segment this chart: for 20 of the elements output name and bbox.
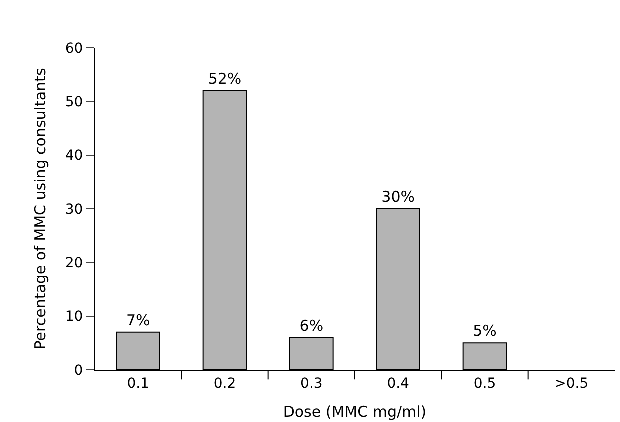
y-axis-title: Percentage of MMC using consultants (32, 68, 50, 350)
y-tick-label: 40 (65, 148, 84, 164)
data-label: 5% (473, 322, 497, 340)
data-label: 6% (300, 316, 324, 335)
data-label: 30% (382, 188, 416, 206)
x-tick-label: >0.5 (554, 376, 589, 392)
y-tick-label: 0 (74, 362, 84, 379)
x-axis-title: Dose (MMC mg/ml) (283, 402, 427, 421)
y-tick-label: 30 (65, 202, 84, 218)
y-tick-label: 10 (65, 309, 84, 326)
x-tick-label: 0.5 (474, 376, 496, 392)
x-tick-label: 0.4 (387, 376, 410, 392)
y-tick-label: 60 (65, 40, 84, 57)
data-label: 7% (126, 311, 150, 330)
x-tick-label: 0.2 (214, 376, 236, 392)
x-tick-label: 0.1 (127, 376, 150, 392)
data-label: 52% (208, 70, 242, 88)
y-tick-label: 50 (65, 94, 84, 111)
x-tick-label: 0.3 (300, 376, 323, 392)
y-tick-label: 20 (65, 256, 84, 272)
